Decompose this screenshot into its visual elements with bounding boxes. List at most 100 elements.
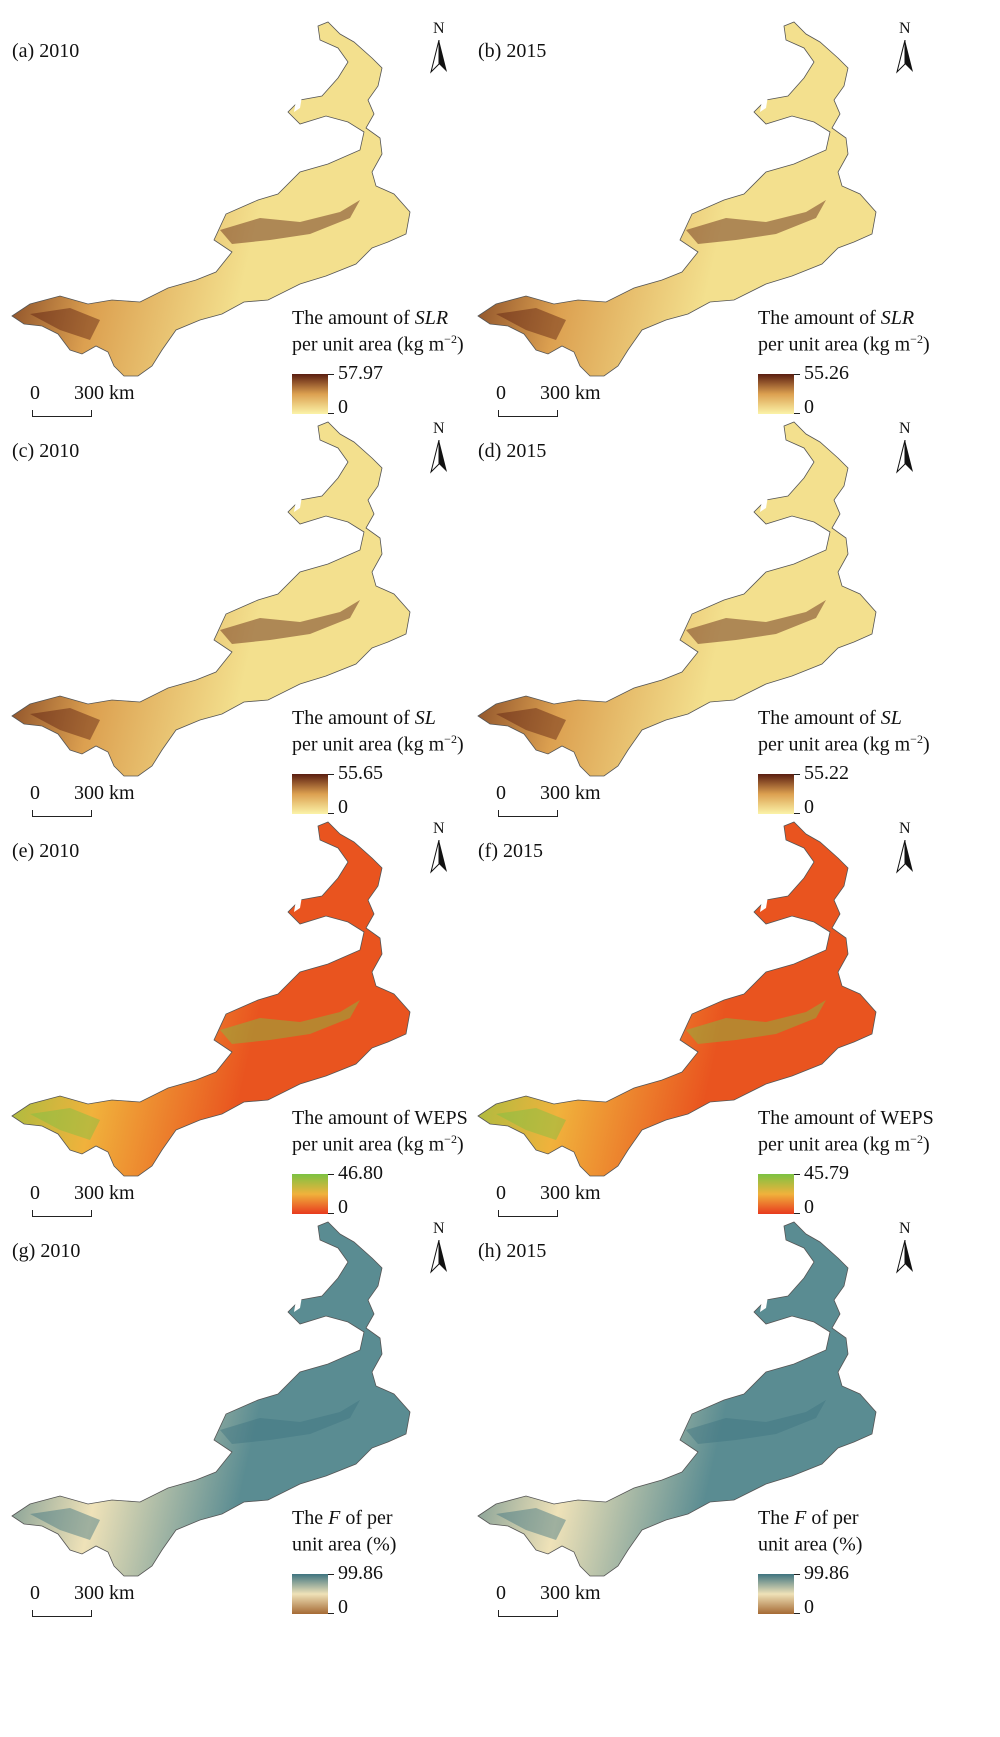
legend-min-value: 0 (338, 796, 348, 818)
legend-title-line1: The amount of SLR (292, 307, 449, 329)
panel-label: (b) 2015 (478, 40, 547, 62)
legend-min-value: 0 (804, 396, 814, 418)
legend-title-line1: The amount of WEPS (292, 1107, 468, 1129)
north-arrow-icon (430, 840, 447, 874)
scale-zero-label: 0 (496, 782, 506, 804)
region-shape (477, 821, 877, 1177)
legend-title-line2: per unit area (kg m−2) (758, 1132, 930, 1156)
scale-line (498, 1210, 558, 1217)
lake-mark (760, 496, 768, 512)
region-map (477, 21, 877, 377)
region-map (11, 1221, 411, 1577)
legend-color-bar (292, 374, 328, 414)
north-arrow-icon (896, 1240, 913, 1274)
north-arrow-icon (896, 40, 913, 74)
region-shape (11, 1221, 411, 1577)
lake-mark (294, 1296, 302, 1312)
north-letter: N (433, 20, 445, 37)
lake-mark (760, 896, 768, 912)
panel-label: (c) 2010 (12, 440, 80, 462)
region-texture (496, 1000, 826, 1140)
legend-title: The amount of SL per unit area (kg m−2) (758, 708, 930, 756)
region-map (477, 421, 877, 777)
scale-bar: 0 300 km (496, 782, 656, 822)
region-map (477, 1221, 877, 1577)
region-shape (477, 21, 877, 377)
region-shape (11, 821, 411, 1177)
legend-color-bar (292, 1174, 328, 1214)
north-arrow-icon (896, 840, 913, 874)
scale-distance-label: 300 km (540, 1182, 601, 1204)
scale-zero-label: 0 (30, 382, 40, 404)
scale-distance-label: 300 km (74, 1582, 135, 1604)
legend-color-bar (292, 774, 328, 814)
legend-title: The F of per unit area (%) (292, 1508, 396, 1556)
legend-min-value: 0 (338, 1196, 348, 1218)
legend-title-line1: The F of per (292, 1507, 393, 1529)
legend-tick-min (794, 1213, 800, 1214)
region-map (11, 421, 411, 777)
panel-label: (h) 2015 (478, 1240, 547, 1262)
lake-mark (760, 1296, 768, 1312)
legend-tick-min (794, 813, 800, 814)
region-texture (30, 1000, 360, 1140)
legend-title-line1: The F of per (758, 1507, 859, 1529)
legend-max-value: 55.65 (338, 762, 383, 784)
legend-tick-max (794, 1574, 800, 1575)
legend-min-value: 0 (804, 1196, 814, 1218)
legend-max-value: 57.97 (338, 362, 383, 384)
legend-title: The amount of SLR per unit area (kg m−2) (292, 308, 464, 356)
region-map (11, 21, 411, 377)
north-letter: N (899, 1220, 911, 1237)
lake-mark (760, 96, 768, 112)
legend-max-value: 55.26 (804, 362, 849, 384)
map-panel-3: (c) 2010 N The amount of SL per unit are… (0, 404, 500, 838)
scale-line (498, 1610, 558, 1617)
scale-bar: 0 300 km (30, 1582, 190, 1622)
region-shape (477, 1221, 877, 1577)
scale-distance-label: 300 km (540, 382, 601, 404)
legend-title-line1: The amount of SL (292, 707, 436, 729)
region-shape (477, 421, 877, 777)
lake-mark (294, 896, 302, 912)
legend-title-line2: per unit area (kg m−2) (292, 1132, 464, 1156)
legend-title-line2: unit area (%) (758, 1533, 863, 1556)
legend-tick-max (794, 374, 800, 375)
legend-tick-max (328, 774, 334, 775)
legend-title-line2: unit area (%) (292, 1533, 397, 1556)
panel-label: (a) 2010 (12, 40, 80, 62)
legend-tick-min (328, 413, 334, 414)
north-letter: N (899, 420, 911, 437)
map-panel-1: (a) 2010 N The amount of SLR per unit ar… (0, 4, 500, 438)
scale-distance-label: 300 km (74, 1182, 135, 1204)
lake-mark (294, 96, 302, 112)
legend-tick-min (328, 813, 334, 814)
region-texture (496, 1400, 826, 1540)
region-texture (496, 600, 826, 740)
scale-zero-label: 0 (496, 1182, 506, 1204)
region-texture (30, 600, 360, 740)
legend-title-line2: per unit area (kg m−2) (758, 732, 930, 756)
north-letter: N (899, 20, 911, 37)
region-texture (30, 200, 360, 340)
region-texture (30, 1400, 360, 1540)
scale-bar: 0 300 km (30, 1182, 190, 1222)
north-arrow: N (894, 1220, 918, 1276)
panel-label: (f) 2015 (478, 840, 543, 862)
legend-tick-max (328, 374, 334, 375)
scale-bar: 0 300 km (496, 382, 656, 422)
legend-min-value: 0 (804, 796, 814, 818)
scale-distance-label: 300 km (540, 782, 601, 804)
legend-title-line1: The amount of WEPS (758, 1107, 934, 1129)
legend-min-value: 0 (804, 1596, 814, 1618)
scale-line (32, 810, 92, 817)
north-arrow-icon (430, 440, 447, 474)
north-letter: N (433, 1220, 445, 1237)
legend-title: The amount of WEPS per unit area (kg m−2… (758, 1108, 934, 1156)
legend-title: The amount of WEPS per unit area (kg m−2… (292, 1108, 468, 1156)
legend-tick-max (794, 1174, 800, 1175)
legend-min-value: 0 (338, 396, 348, 418)
legend-tick-min (328, 1213, 334, 1214)
legend-max-value: 45.79 (804, 1162, 849, 1184)
